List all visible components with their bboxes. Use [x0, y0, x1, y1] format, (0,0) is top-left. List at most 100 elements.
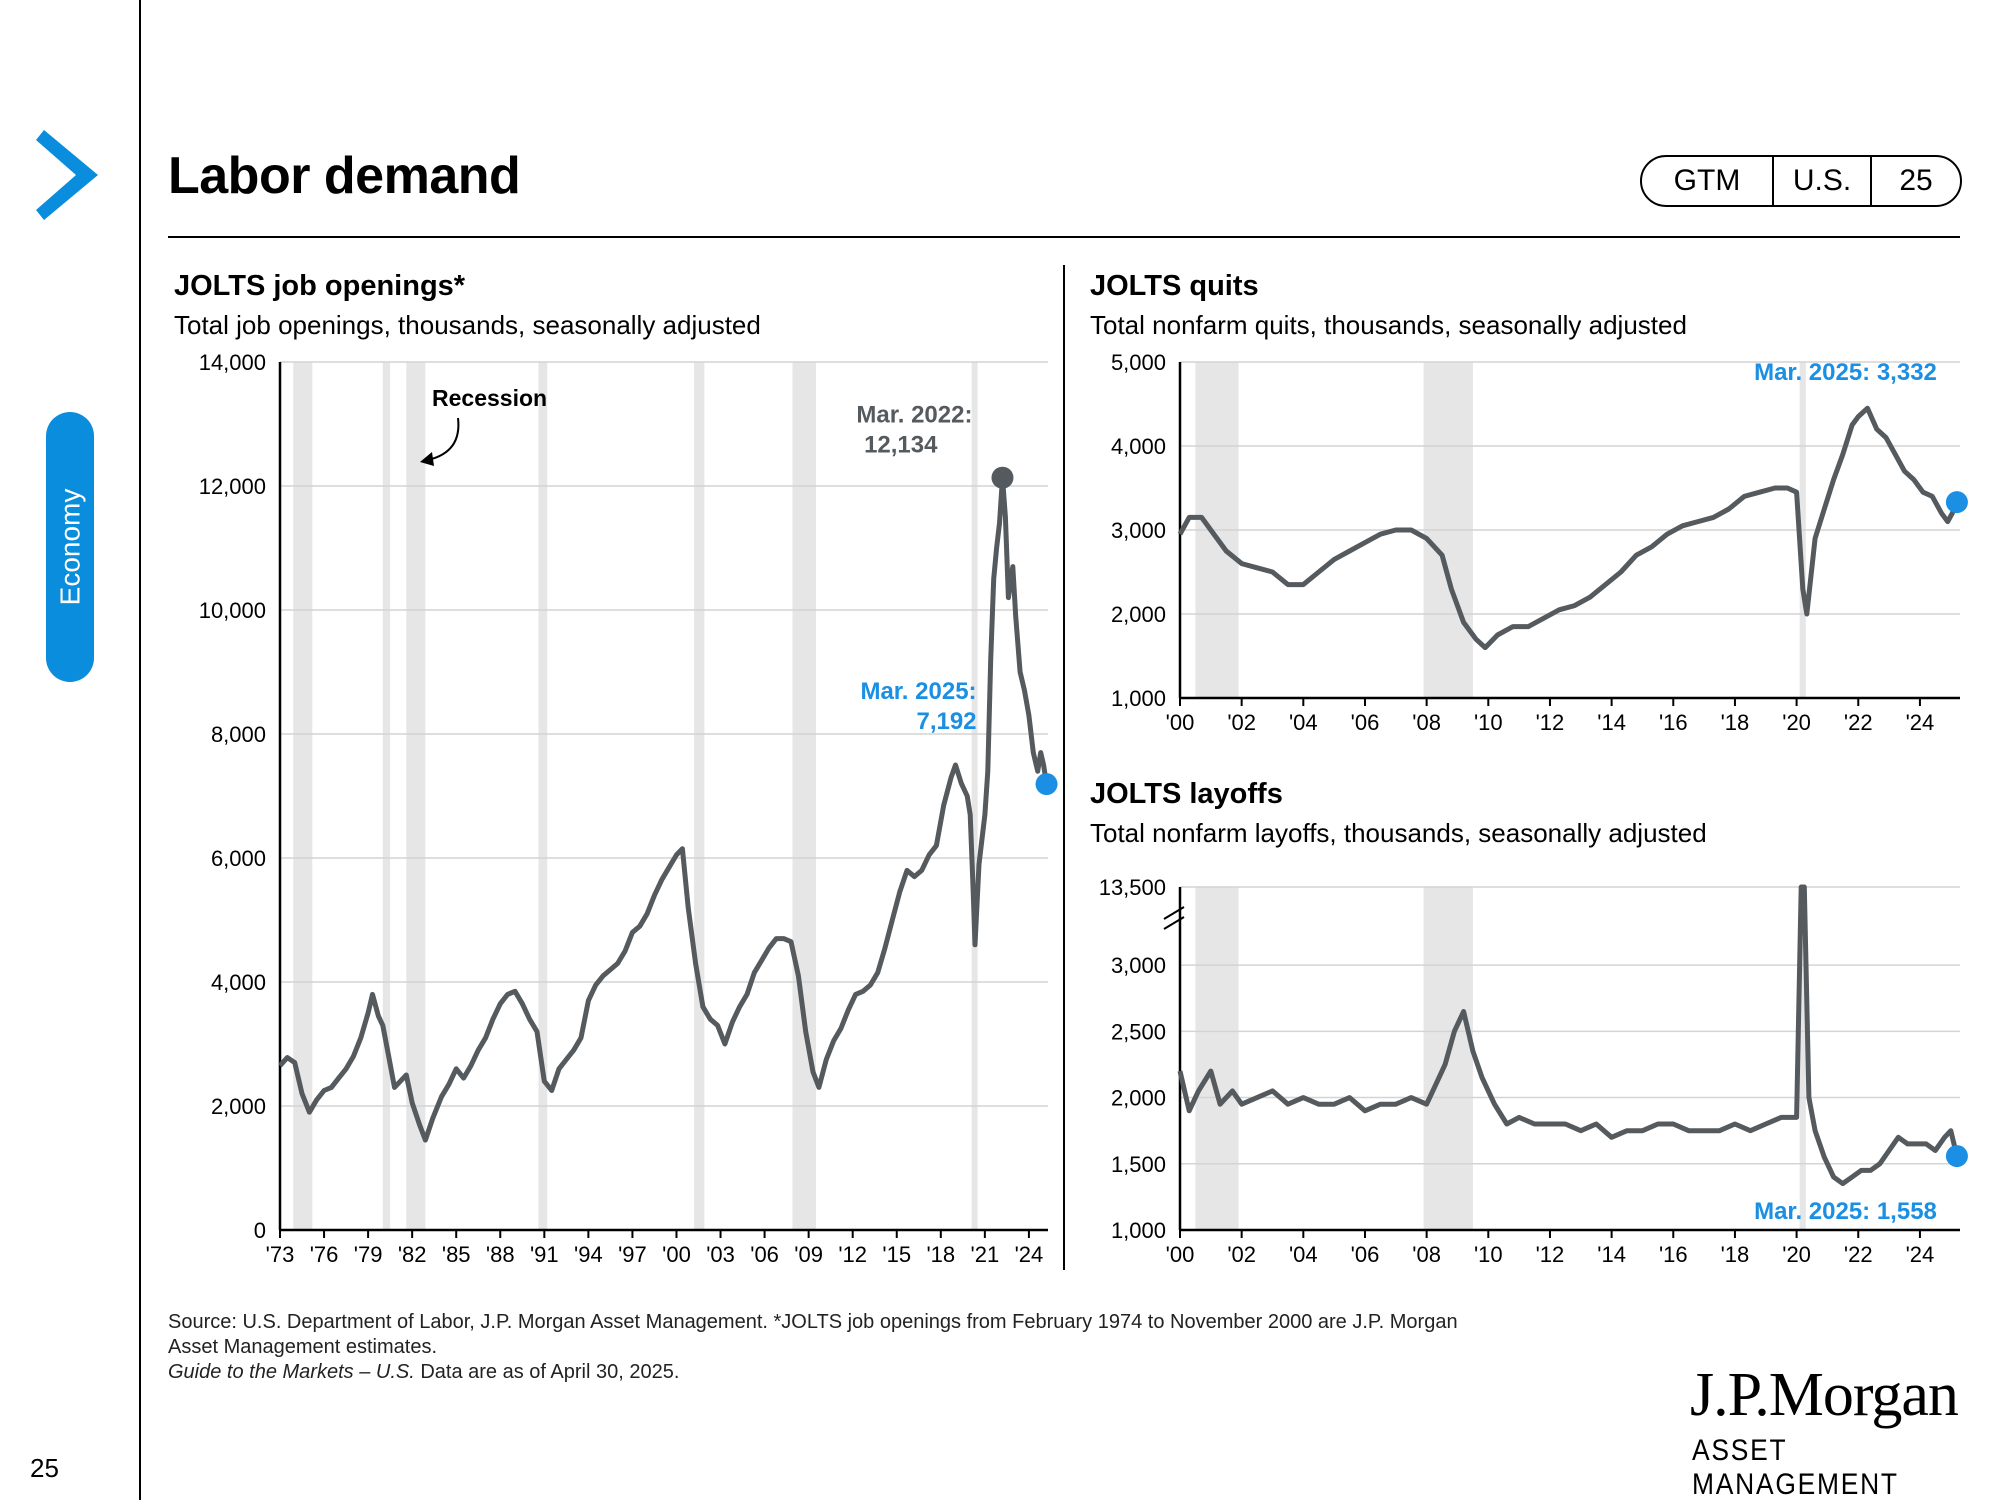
openings-annotation-label: Mar. 2025:	[860, 678, 976, 705]
tag-region: U.S.	[1774, 157, 1872, 205]
quits-xtick-label: '08	[1412, 710, 1441, 735]
source-line: Guide to the Markets – U.S. Data are as …	[168, 1361, 679, 1384]
layoffs-xtick-label: '12	[1536, 1242, 1565, 1267]
openings-xtick-label: '85	[442, 1242, 471, 1267]
quits-xtick-label: '14	[1597, 710, 1626, 735]
layoffs-xtick-label: '02	[1227, 1242, 1256, 1267]
openings-xtick-label: '79	[354, 1242, 383, 1267]
layoffs-chart-subtitle: Total nonfarm layoffs, thousands, season…	[1090, 818, 1707, 848]
openings-recession-band	[694, 362, 705, 1230]
openings-recession-band	[538, 362, 548, 1230]
openings-xtick-label: '88	[486, 1242, 515, 1267]
openings-xtick-label: '91	[530, 1242, 559, 1267]
openings-annotation-marker	[1035, 773, 1058, 796]
quits-annotation-marker	[1945, 491, 1968, 514]
layoffs-xtick-label: '20	[1782, 1242, 1811, 1267]
quits-xtick-label: '16	[1659, 710, 1688, 735]
layoffs-xtick-label: '18	[1721, 1242, 1750, 1267]
openings-recession-label: Recession	[432, 385, 547, 411]
layoffs-xtick-label: '08	[1412, 1242, 1441, 1267]
openings-xtick-label: '00	[662, 1242, 691, 1267]
layoffs-ytick-label: 1,000	[1111, 1218, 1166, 1243]
openings-ytick-label: 10,000	[199, 598, 266, 623]
openings-ytick-label: 12,000	[199, 474, 266, 499]
quits-xtick-label: '12	[1536, 710, 1565, 735]
title-rule	[168, 236, 1960, 238]
guide-name: Guide to the Markets – U.S.	[168, 1361, 415, 1383]
openings-xtick-label: '82	[398, 1242, 427, 1267]
openings-annotation-value: 12,134	[864, 432, 938, 459]
openings-chart-subtitle: Total job openings, thousands, seasonall…	[174, 310, 761, 340]
tag-page: 25	[1899, 164, 1933, 197]
quits-xtick-label: '24	[1906, 710, 1935, 735]
layoffs-ytick-label: 1,500	[1111, 1152, 1166, 1177]
layoffs-annotation-marker	[1945, 1145, 1968, 1168]
openings-recession-band	[406, 362, 426, 1230]
chevron-right-icon	[36, 130, 98, 220]
layoffs-ytick-label: 3,000	[1111, 953, 1166, 978]
recession-arrowhead-icon	[420, 452, 434, 466]
openings-annotation-value: 7,192	[916, 708, 976, 735]
recession-arrow-icon	[427, 417, 460, 461]
openings-xtick-label: '03	[706, 1242, 735, 1267]
openings-ytick-label: 14,000	[199, 350, 266, 375]
quits-chart-title: JOLTS quits	[1090, 270, 1259, 302]
openings-xtick-label: '18	[926, 1242, 955, 1267]
openings-recession-band	[792, 362, 816, 1230]
openings-recession-band	[382, 362, 391, 1230]
quits-ytick-label: 2,000	[1111, 602, 1166, 627]
openings-chart-title: JOLTS job openings*	[174, 270, 466, 302]
layoffs-xtick-label: '04	[1289, 1242, 1318, 1267]
openings-series-line	[278, 475, 1049, 1143]
layoffs-recession-band	[1195, 887, 1239, 1230]
quits-annotation-label: Mar. 2025: 3,332	[1754, 359, 1937, 386]
quits-ytick-label: 5,000	[1111, 350, 1166, 375]
openings-ytick-label: 0	[254, 1218, 266, 1243]
quits-xtick-label: '00	[1166, 710, 1195, 735]
openings-recession-band	[971, 362, 978, 1230]
sidebar-divider	[139, 0, 141, 1500]
layoffs-recession-band	[1799, 887, 1806, 1230]
openings-xtick-label: '09	[794, 1242, 823, 1267]
quits-ytick-label: 3,000	[1111, 518, 1166, 543]
quits-xtick-label: '10	[1474, 710, 1503, 735]
openings-xtick-label: '94	[574, 1242, 603, 1267]
openings-xtick-label: '97	[618, 1242, 647, 1267]
layoffs-chart-title: JOLTS layoffs	[1090, 778, 1283, 810]
openings-recession-band	[293, 362, 313, 1230]
layoffs-ytick-label: 2,500	[1111, 1019, 1166, 1044]
openings-xtick-label: '15	[882, 1242, 911, 1267]
quits-ytick-label: 4,000	[1111, 434, 1166, 459]
layoffs-xtick-label: '10	[1474, 1242, 1503, 1267]
quits-chart-subtitle: Total nonfarm quits, thousands, seasonal…	[1090, 310, 1687, 340]
openings-annotation-label: Mar. 2022:	[856, 402, 972, 429]
page-title: Labor demand	[168, 147, 521, 205]
layoffs-annotation-label: Mar. 2025: 1,558	[1754, 1198, 1937, 1225]
openings-ytick-label: 6,000	[211, 846, 266, 871]
source-line: Asset Management estimates.	[168, 1336, 438, 1358]
quits-series-line	[1177, 405, 1960, 651]
source-line: Source: U.S. Department of Labor, J.P. M…	[168, 1311, 1458, 1333]
quits-ytick-label: 1,000	[1111, 686, 1166, 711]
jpmorgan-logo: J.P.Morgan	[1690, 1361, 1959, 1429]
section-pill[interactable]	[46, 412, 94, 682]
quits-xtick-label: '06	[1351, 710, 1380, 735]
layoffs-ytick-label: 2,000	[1111, 1086, 1166, 1111]
panel-divider	[1063, 265, 1065, 1270]
quits-xtick-label: '04	[1289, 710, 1318, 735]
layoffs-xtick-label: '22	[1844, 1242, 1873, 1267]
openings-ytick-label: 4,000	[211, 970, 266, 995]
quits-xtick-label: '20	[1782, 710, 1811, 735]
layoffs-xtick-label: '06	[1351, 1242, 1380, 1267]
layoffs-xtick-label: '14	[1597, 1242, 1626, 1267]
page-number: 25	[30, 1453, 59, 1483]
openings-xtick-label: '24	[1015, 1242, 1044, 1267]
openings-xtick-label: '76	[310, 1242, 339, 1267]
openings-ytick-label: 8,000	[211, 722, 266, 747]
openings-xtick-label: '73	[266, 1242, 295, 1267]
layoffs-series-line	[1177, 884, 1960, 1187]
guide-tag: GTM U.S. 25	[1640, 155, 1962, 207]
openings-annotation-marker	[991, 466, 1014, 489]
layoffs-xtick-label: '00	[1166, 1242, 1195, 1267]
